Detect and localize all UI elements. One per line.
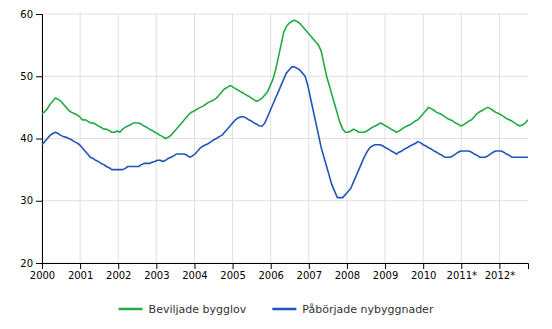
grid-line	[270, 14, 271, 263]
grid-line	[118, 14, 119, 263]
tick: 2002	[106, 263, 131, 281]
grid-line	[156, 14, 157, 263]
series-line	[42, 20, 528, 138]
legend: Beviljade bygglov Påbörjade nybyggnader	[119, 303, 434, 316]
series-line	[42, 67, 528, 198]
tick-mark	[80, 263, 81, 269]
tick-mark	[36, 14, 42, 15]
tick: 50	[20, 71, 42, 82]
tick-mark	[233, 263, 234, 269]
grid-line	[42, 200, 528, 201]
legend-item: Beviljade bygglov	[119, 303, 247, 316]
tick-label: 2012*	[485, 270, 515, 281]
legend-label: Beviljade bygglov	[149, 303, 247, 316]
tick: 2012*	[485, 263, 515, 281]
grid-line	[499, 14, 500, 263]
tick-label: 30	[20, 195, 33, 206]
tick-label: 2003	[144, 270, 169, 281]
tick-label: 60	[20, 9, 33, 20]
tick-label: 2005	[220, 270, 245, 281]
tick: 2003	[144, 263, 169, 281]
tick-mark	[156, 263, 157, 269]
tick: 2000	[30, 263, 55, 281]
tick: 2006	[258, 263, 283, 281]
tick: 30	[20, 195, 42, 206]
tick-label: 2008	[335, 270, 360, 281]
tick-mark	[36, 76, 42, 77]
legend-swatch	[272, 308, 296, 311]
legend-swatch	[119, 308, 143, 311]
tick-mark	[461, 263, 462, 269]
grid-line	[42, 138, 528, 139]
grid-line	[80, 14, 81, 263]
grid-line	[42, 14, 528, 15]
tick-mark	[36, 263, 42, 264]
legend-item: Påbörjade nybyggnader	[272, 303, 434, 316]
tick-label: 2000	[30, 270, 55, 281]
y-axis: 20 30 40 50 60	[20, 9, 42, 269]
tick-mark	[36, 201, 42, 202]
axis-line	[43, 264, 529, 270]
tick-label: 2009	[373, 270, 398, 281]
tick-label: 2010	[411, 270, 436, 281]
grid-line	[423, 14, 424, 263]
tick-label: 2011*	[447, 270, 477, 281]
tick: 2010	[411, 263, 436, 281]
tick: 60	[20, 9, 42, 20]
grid-line	[385, 14, 386, 263]
tick-mark	[423, 263, 424, 269]
axis-line	[36, 15, 43, 264]
chart: 2000 2001 2002 2003 2004 2005 2006 2007 2008 2009…	[0, 0, 552, 329]
tick: 20	[20, 258, 42, 269]
tick-label: 20	[20, 258, 33, 269]
tick: 2001	[68, 263, 93, 281]
tick-mark	[385, 263, 386, 269]
tick-label: 2007	[297, 270, 322, 281]
tick-mark	[309, 263, 310, 269]
plot-area	[42, 20, 528, 197]
tick: 2008	[335, 263, 360, 281]
tick-label: 2001	[68, 270, 93, 281]
tick-mark	[118, 263, 119, 269]
tick: 2004	[182, 263, 207, 281]
grid-line	[194, 14, 195, 263]
tick: 2005	[220, 263, 245, 281]
grid-line	[232, 14, 233, 263]
tick-mark	[499, 263, 500, 269]
tick-mark	[36, 139, 42, 140]
grid-line	[308, 14, 309, 263]
tick: 2009	[373, 263, 398, 281]
tick-mark	[194, 263, 195, 269]
tick: 2011*	[447, 263, 477, 281]
grid-line	[346, 14, 347, 263]
tick-label: 2004	[182, 270, 207, 281]
tick: 2007	[297, 263, 322, 281]
tick: 40	[20, 133, 42, 144]
tick-label: 2002	[106, 270, 131, 281]
tick-label: 50	[20, 71, 33, 82]
grid	[42, 14, 528, 263]
grid-line	[461, 14, 462, 263]
tick-mark	[271, 263, 272, 269]
legend-label: Påbörjade nybyggnader	[302, 303, 434, 316]
x-axis: 2000 2001 2002 2003 2004 2005 2006 2007 2008 2009…	[30, 263, 529, 281]
tick-label: 40	[20, 133, 33, 144]
tick-mark	[347, 263, 348, 269]
tick-label: 2006	[258, 270, 283, 281]
